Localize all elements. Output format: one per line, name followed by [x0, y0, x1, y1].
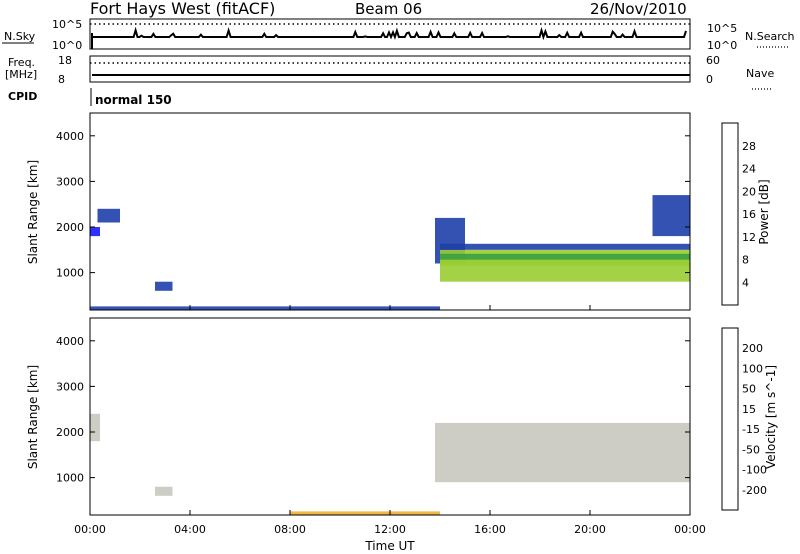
- nsearch-tick-bottom: 10^0: [707, 39, 737, 52]
- velocity-panel: 1000 2000 3000 4000 Slant Range [km] 200 100…: [26, 317, 778, 516]
- cpid-value: normal 150: [95, 93, 172, 107]
- heatmap-cell: [155, 486, 173, 496]
- heatmap-cell: [440, 253, 690, 260]
- colorbar-tick-label: 12: [742, 231, 756, 244]
- date-title: 26/Nov/2010: [590, 0, 687, 18]
- y-tick-label: 4000: [56, 335, 84, 348]
- colorbar-tick-label: 8: [742, 254, 749, 267]
- time-axis: 00:00 04:00 08:00 12:00 16:00 20:00 00:00: [74, 305, 706, 536]
- heatmap-cell: [97, 208, 120, 223]
- power-yticks: 1000 2000 3000 4000: [56, 130, 690, 280]
- power-ylabel: Slant Range [km]: [26, 160, 40, 264]
- velocity-colorbar: 200 100 50 15 -15 -50 -100 -200: [721, 327, 767, 511]
- colorbar-tick-label: 24: [742, 163, 756, 176]
- nsky-trace: [92, 26, 687, 41]
- heatmap-cell: [290, 511, 440, 515]
- freq-panel: Freq. [MHz] 18 8 60 0 Nave: [5, 54, 774, 90]
- x-tick-label: 20:00: [574, 523, 606, 536]
- x-tick-label: 00:00: [674, 523, 706, 536]
- power-panel: 1000 2000 3000 4000 Slant Range [km] 4 8 12 16…: [26, 112, 771, 311]
- y-tick-label: 4000: [56, 130, 84, 143]
- time-axis-label: Time UT: [364, 539, 415, 553]
- velocity-frame: [89, 317, 691, 516]
- heatmap-cell: [440, 243, 690, 250]
- heatmap-cell: [90, 413, 100, 442]
- colorbar-tick-label: 200: [742, 342, 763, 355]
- station-title: Fort Hays West (fitACF): [90, 0, 275, 18]
- colorbar-tick-label: 15: [742, 403, 756, 416]
- colorbar-tick-label: -50: [742, 443, 760, 456]
- x-tick-label: 08:00: [274, 523, 306, 536]
- velocity-colorbar-label: Velocity [m s^-1]: [764, 365, 778, 469]
- nsearch-label: N.Search: [745, 30, 795, 43]
- freq-label: Freq.: [8, 56, 35, 69]
- nave-label: Nave: [746, 67, 774, 80]
- nsky-tick-top: 10^5: [52, 18, 82, 31]
- y-tick-label: 1000: [56, 472, 84, 485]
- colorbar-tick-label: -100: [742, 464, 767, 477]
- nsky-label: N.Sky: [4, 30, 36, 43]
- x-tick-label: 12:00: [374, 523, 406, 536]
- colorbar-tick-label: 28: [742, 140, 756, 153]
- colorbar-tick-label: -200: [742, 484, 767, 497]
- nave-tick-top: 60: [706, 54, 720, 67]
- y-tick-label: 1000: [56, 267, 84, 280]
- colorbar-tick-label: 4: [742, 276, 749, 289]
- y-tick-label: 3000: [56, 380, 84, 393]
- heatmap-cell: [90, 306, 440, 310]
- heatmap-cell: [155, 281, 173, 291]
- beam-title: Beam 06: [355, 0, 422, 18]
- power-colorbar-label: Power [dB]: [757, 179, 771, 244]
- freq-tick-top: 18: [58, 54, 72, 67]
- freq-frame: [89, 55, 691, 83]
- y-tick-label: 3000: [56, 175, 84, 188]
- power-colorbar: 4 8 12 16 20 24 28: [721, 122, 756, 306]
- heatmap-cell: [652, 195, 690, 237]
- nsky-tick-bottom: 10^0: [52, 39, 82, 52]
- y-tick-label: 2000: [56, 426, 84, 439]
- x-tick-label: 16:00: [474, 523, 506, 536]
- x-tick-label: 04:00: [174, 523, 206, 536]
- heatmap-cell: [435, 422, 690, 483]
- colorbar-tick-label: 20: [742, 185, 756, 198]
- heatmap-cell: [440, 259, 690, 266]
- y-tick-label: 2000: [56, 221, 84, 234]
- velocity-ylabel: Slant Range [km]: [26, 365, 40, 469]
- freq-tick-bottom: 8: [58, 73, 65, 86]
- cpid-label: CPID: [8, 90, 37, 103]
- colorbar-frame: [721, 327, 739, 511]
- nsky-frame: [89, 18, 691, 50]
- colorbar-tick-label: 50: [742, 383, 756, 396]
- nave-tick-bottom: 0: [706, 73, 713, 86]
- colorbar-tick-label: 100: [742, 362, 763, 375]
- colorbar-tick-label: 16: [742, 208, 756, 221]
- velocity-cells: [90, 413, 690, 515]
- x-tick-label: 00:00: [74, 523, 106, 536]
- heatmap-cell: [90, 227, 100, 237]
- nsky-panel: N.Sky 10^5 10^0 10^5 10^0 N.Search: [2, 18, 795, 52]
- velocity-yticks: 1000 2000 3000 4000: [56, 335, 690, 485]
- colorbar-frame: [721, 122, 739, 306]
- freq-unit: [MHz]: [5, 68, 37, 81]
- colorbar-tick-label: -15: [742, 423, 760, 436]
- power-cells: [90, 195, 690, 310]
- nsearch-tick-top: 10^5: [707, 22, 737, 35]
